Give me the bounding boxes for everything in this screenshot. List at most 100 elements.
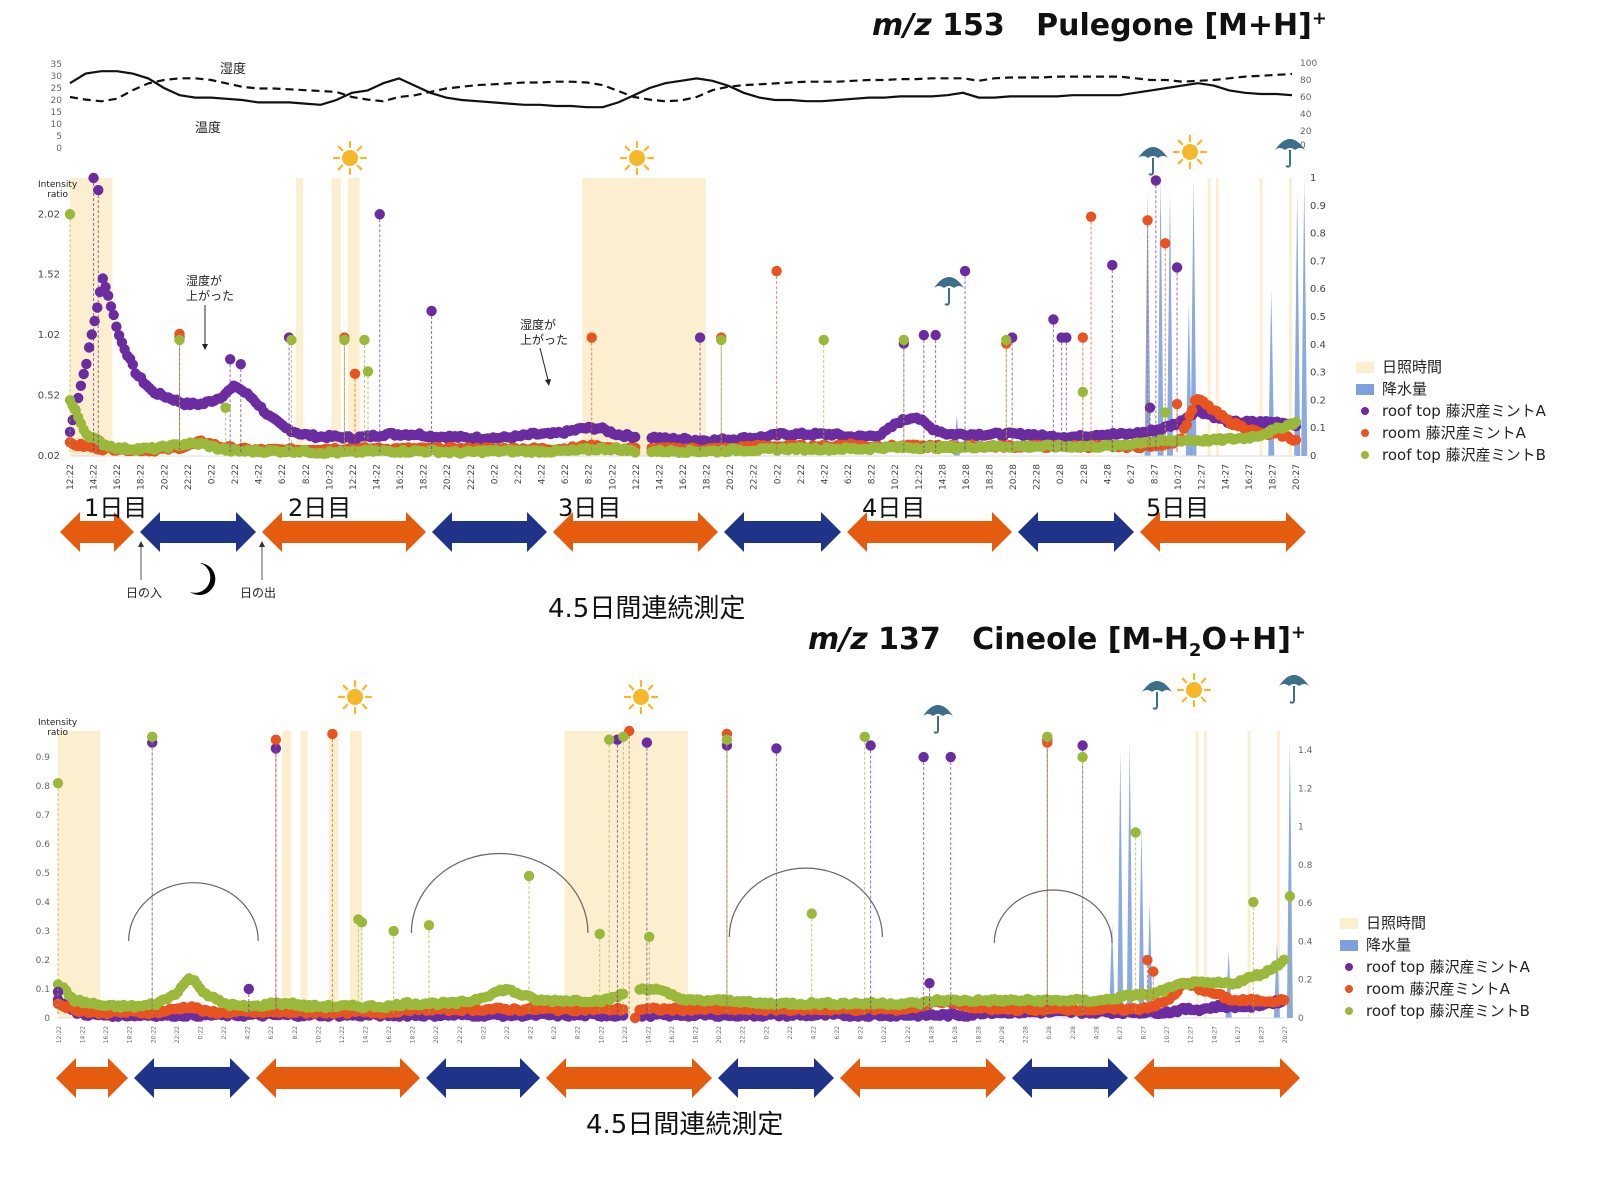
x-tick: 10:22	[608, 464, 618, 490]
x-tick: 2:22	[504, 1026, 511, 1040]
x-tick: 0:22	[763, 1026, 770, 1040]
x-tick: 20:28	[1009, 464, 1019, 490]
chart2-legend: 日照時間 降水量 roof top 藤沢産ミントA room 藤沢産ミントA roof …	[1340, 912, 1530, 1022]
data-point-spike	[220, 402, 231, 413]
weather-right-tick: 0	[1300, 141, 1306, 151]
legend-marker	[1361, 451, 1369, 459]
x-tick: 18:27	[1258, 1026, 1265, 1043]
x-tick: 14:28	[928, 1026, 935, 1043]
legend-label: room 藤沢産ミントA	[1366, 980, 1510, 998]
x-tick: 4:28	[1103, 464, 1113, 484]
y-tick-right: 1	[1298, 823, 1304, 833]
data-point-spike	[270, 734, 282, 745]
data-point-spike	[629, 1012, 641, 1024]
data-point	[630, 431, 641, 443]
data-point-spike	[594, 928, 605, 940]
x-tick: 12:22	[905, 1026, 912, 1043]
chart1-annotation-humidity-1: 湿度が 上がった	[186, 274, 235, 303]
x-tick: 0:22	[490, 464, 500, 484]
data-point-spike	[1160, 238, 1171, 249]
x-tick: 10:22	[315, 1026, 322, 1043]
x-tick: 4:22	[245, 1026, 252, 1040]
umbrella-icon	[923, 705, 953, 734]
y-tick-left: 0.9	[36, 753, 51, 763]
rain-bar	[1190, 178, 1197, 456]
night-arrow	[724, 512, 841, 552]
sunshine-span	[582, 178, 706, 456]
x-tick: 6:22	[844, 464, 854, 484]
x-tick: 14:28	[938, 464, 948, 490]
data-point-spike	[586, 332, 597, 343]
x-tick: 2:22	[797, 464, 807, 484]
x-tick: 8:22	[858, 1026, 865, 1040]
weather-left-tick: 0	[56, 144, 62, 154]
rain-bar	[1286, 740, 1293, 1018]
sunshine-span	[1207, 178, 1211, 456]
legend-label: 日照時間	[1366, 914, 1427, 932]
x-tick: 16:27	[1235, 1026, 1242, 1043]
x-tick: 8:27	[1151, 464, 1161, 484]
x-tick: 6:27	[1117, 1026, 1124, 1040]
x-tick: 14:22	[645, 1026, 652, 1043]
night-arrow	[718, 1058, 834, 1098]
x-tick: 22:22	[740, 1026, 747, 1043]
y-tick-left: 0.3	[36, 927, 50, 937]
x-tick: 10:22	[598, 1026, 605, 1043]
data-point-spike	[918, 751, 929, 763]
y-tick-right: 0.1	[1310, 423, 1326, 434]
sunshine-span	[281, 731, 292, 1018]
x-tick: 0:28	[1056, 464, 1066, 484]
x-tick: 22:28	[1023, 1026, 1030, 1043]
x-tick: 22:22	[174, 1026, 181, 1043]
x-tick: 12:27	[1198, 464, 1208, 490]
chart1-annotation-humidity-2: 湿度が 上がった	[520, 318, 569, 347]
legend-label: roof top 藤沢産ミントB	[1382, 446, 1546, 464]
y-tick-left: 0.1	[36, 985, 50, 995]
rain-bar	[1144, 191, 1151, 456]
sunshine-span	[564, 731, 689, 1018]
chart1-title-charge: +	[1311, 8, 1327, 29]
chart2-title: m/z 137 Cineole [M-H2O+H]+	[808, 622, 1306, 661]
x-tick: 4:22	[820, 464, 830, 484]
data-point-spike	[88, 172, 99, 184]
legend-marker	[1340, 917, 1358, 929]
day-label-2: 2日目	[288, 494, 352, 522]
x-tick: 0:28	[1046, 1026, 1053, 1040]
x-tick: 14:22	[80, 1026, 87, 1043]
x-tick: 4:22	[255, 464, 265, 484]
x-tick: 14:27	[1221, 464, 1231, 490]
chart2-title-mass: 137	[878, 622, 941, 657]
day-arrow	[1140, 512, 1306, 552]
x-tick: 22:22	[457, 1026, 464, 1043]
x-tick: 0:22	[197, 1026, 204, 1040]
y-tick-left: 0.2	[36, 956, 50, 966]
day-label-3: 3日目	[558, 494, 622, 522]
x-tick: 6:27	[1127, 464, 1137, 484]
sunshine-span	[1259, 178, 1263, 456]
x-tick: 14:22	[655, 464, 665, 490]
rain-bar	[1126, 740, 1133, 1018]
data-point-spike	[1284, 891, 1296, 902]
weather-left-tick: 35	[51, 60, 62, 70]
data-point-spike	[1142, 954, 1153, 966]
x-tick: 0:22	[207, 464, 217, 484]
legend-label: roof top 藤沢産ミントA	[1382, 402, 1546, 420]
data-point-spike	[362, 366, 374, 377]
data-point-spike	[349, 368, 361, 380]
y-tick-right: 0.8	[1298, 861, 1313, 871]
data-point	[1181, 419, 1193, 430]
y-tick-right: 0.4	[1298, 937, 1313, 947]
legend-marker	[1361, 429, 1369, 437]
data-point	[103, 290, 114, 301]
x-tick: 6:22	[268, 1026, 275, 1040]
x-tick: 18:22	[693, 1026, 700, 1043]
data-point-spike	[721, 734, 733, 745]
weather-left-tick: 20	[51, 96, 63, 106]
y-tick-left: 0.52	[38, 391, 60, 402]
chart1-title-compound: Pulegone [M+H]	[1036, 8, 1312, 43]
x-tick: 20:22	[433, 1026, 440, 1043]
data-point-spike	[356, 917, 368, 928]
y-tick-left: 0.02	[38, 451, 60, 462]
moon-icon	[190, 563, 216, 595]
y-tick-right: 0.8	[1310, 229, 1326, 240]
